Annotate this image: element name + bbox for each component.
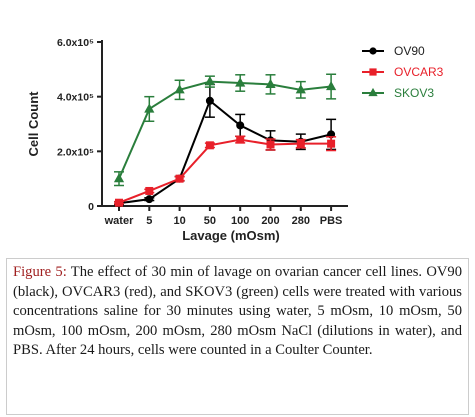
legend-entry-skov3: SKOV3 (362, 86, 434, 100)
data-point (205, 96, 214, 105)
data-point (144, 103, 155, 113)
data-point (235, 77, 246, 87)
data-point (368, 87, 378, 97)
series-line (118, 99, 332, 205)
data-point (326, 80, 337, 91)
legend-entry-ov90: OV90 (362, 44, 425, 58)
legend-label: OV90 (394, 44, 425, 58)
data-point (174, 84, 185, 94)
chart-series (113, 73, 337, 208)
x-tick-label: 5 (146, 215, 152, 227)
series-skov3 (113, 73, 337, 187)
data-point (236, 135, 245, 144)
y-tick-label: 2.0x10⁵ (57, 146, 94, 158)
data-point (236, 121, 245, 130)
legend-label: OVCAR3 (394, 65, 444, 79)
x-tick-label: 50 (204, 215, 216, 227)
data-point (205, 141, 214, 150)
series-ovcar3 (114, 135, 337, 207)
data-point (266, 140, 275, 149)
data-point (145, 186, 154, 195)
chart-legend: OV90 OVCAR3 SKOV3 (362, 44, 444, 100)
data-point (175, 174, 184, 183)
line-chart: 0 2.0x10⁵ 4.0x10⁵ 6.0x10⁵ water 5 10 50 100 200 28… (26, 37, 444, 243)
legend-label: SKOV3 (394, 86, 434, 100)
data-point (295, 84, 306, 94)
x-tick-label: 200 (261, 215, 279, 227)
y-tick-label: 0 (88, 201, 94, 213)
caption-label: Figure 5: (13, 264, 67, 280)
chart-panel: 0 2.0x10⁵ 4.0x10⁵ 6.0x10⁵ water 5 10 50 100 200 28… (26, 37, 444, 243)
data-point (145, 195, 154, 204)
x-tick-label: 100 (231, 215, 249, 227)
data-point (113, 173, 125, 183)
x-tick-label: 10 (173, 215, 185, 227)
data-point (265, 78, 276, 88)
y-tick-label: 6.0x10⁵ (57, 37, 94, 49)
y-axis-label: Cell Count (26, 91, 41, 157)
x-axis-label: Lavage (mOsm) (182, 228, 280, 243)
data-point (296, 139, 305, 148)
figure-caption: Figure 5: The effect of 30 min of lavage… (6, 258, 469, 415)
legend-entry-ovcar3: OVCAR3 (362, 65, 444, 79)
data-point (369, 47, 377, 55)
x-tick-label: PBS (320, 215, 343, 227)
series-line (118, 80, 332, 180)
x-tick-label: water (104, 215, 134, 227)
x-tick-label: 280 (292, 215, 310, 227)
data-point (369, 68, 377, 76)
y-tick-label: 4.0x10⁵ (57, 92, 94, 104)
data-point (327, 139, 336, 148)
series-line (118, 138, 332, 204)
data-point (204, 76, 215, 86)
caption-text: The effect of 30 min of lavage on ovaria… (13, 264, 462, 358)
chart-axes: 0 2.0x10⁵ 4.0x10⁵ 6.0x10⁵ water 5 10 50 100 200 28… (26, 37, 348, 243)
data-point (115, 198, 123, 207)
